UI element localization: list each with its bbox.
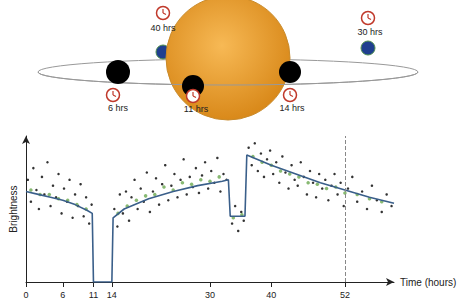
svg-text:6: 6 bbox=[60, 290, 65, 300]
svg-text:Brightness: Brightness bbox=[8, 185, 19, 232]
svg-text:6 hrs: 6 hrs bbox=[108, 103, 129, 113]
svg-text:0: 0 bbox=[23, 290, 28, 300]
svg-text:30: 30 bbox=[205, 290, 215, 300]
svg-text:11 hrs: 11 hrs bbox=[184, 104, 209, 114]
svg-text:30 hrs: 30 hrs bbox=[357, 27, 383, 37]
svg-text:14: 14 bbox=[107, 290, 117, 300]
svg-text:11: 11 bbox=[89, 290, 98, 300]
svg-text:Time (hours): Time (hours) bbox=[400, 277, 456, 288]
svg-text:40: 40 bbox=[266, 290, 276, 300]
svg-text:14 hrs: 14 hrs bbox=[279, 103, 305, 113]
svg-text:52: 52 bbox=[340, 290, 350, 300]
svg-text:40 hrs: 40 hrs bbox=[150, 23, 176, 33]
